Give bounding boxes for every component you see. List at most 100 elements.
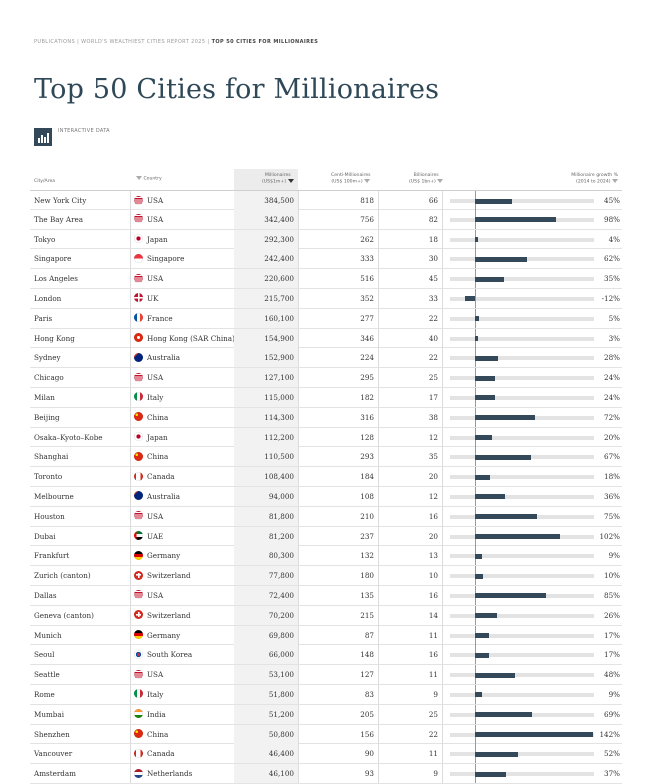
column-divider: [378, 191, 379, 210]
column-divider: [378, 407, 379, 427]
table-row[interactable]: Vancouver Canada 46,400 90 11 52%: [30, 744, 622, 765]
city-name: Houston: [34, 511, 65, 521]
column-divider: [298, 625, 299, 645]
column-divider: [298, 348, 299, 368]
country-name: China: [147, 412, 169, 422]
table-row[interactable]: Chicago USA 127,100 295 25 24%: [30, 368, 622, 388]
column-divider: [378, 585, 379, 605]
column-divider: [130, 546, 131, 566]
table-row[interactable]: New York City USA 384,500 818 66 45%: [30, 190, 622, 210]
growth-percent: 5%: [608, 313, 620, 323]
breadcrumb-publications[interactable]: PUBLICATIONS: [34, 39, 76, 45]
city-name: Zurich (canton): [34, 571, 91, 581]
growth-bar: [475, 415, 535, 421]
column-divider: [442, 209, 443, 229]
country-cell: Italy: [134, 388, 234, 407]
breadcrumb-current: TOP 50 CITIES FOR MILLIONAIRES: [211, 39, 319, 45]
table-row[interactable]: Rome Italy 51,800 83 9 9%: [30, 684, 622, 705]
city-name: Paris: [34, 313, 53, 323]
table-row[interactable]: Dallas USA 72,400 135 16 85%: [30, 585, 622, 606]
country-name: USA: [147, 214, 164, 224]
column-divider: [130, 625, 131, 645]
table-row[interactable]: Seattle USA 53,100 127 11 48%: [30, 665, 622, 685]
column-divider: [442, 665, 443, 685]
country-cell: France: [134, 309, 234, 328]
breadcrumb-report[interactable]: WORLD'S WEALTHIEST CITIES REPORT 2025: [81, 39, 206, 45]
column-divider: [130, 486, 131, 506]
growth-bar: [475, 751, 519, 757]
header-millionaires-unit: (US$1m+): [262, 179, 287, 185]
country-name: Italy: [147, 689, 164, 699]
table-row[interactable]: Houston USA 81,800 210 16 75%: [30, 506, 622, 527]
column-divider: [378, 625, 379, 645]
millionaires-value: 215,700: [234, 288, 298, 308]
header-city[interactable]: City/Area: [34, 179, 55, 185]
header-country[interactable]: Country: [136, 176, 162, 183]
billionaires-value: 22: [428, 313, 438, 323]
growth-bar-track: [450, 296, 594, 301]
growth-bar: [475, 336, 478, 342]
billionaires-value: 82: [428, 214, 438, 224]
column-divider: [442, 328, 443, 348]
table-row[interactable]: Milan Italy 115,000 182 17 24%: [30, 387, 622, 408]
growth-bar-track: [450, 574, 594, 579]
centi-millionaires-value: 128: [360, 432, 374, 442]
table-row[interactable]: Seoul South Korea 66,000 148 16 17%: [30, 645, 622, 666]
fr-flag-icon: [134, 313, 143, 323]
header-centi[interactable]: Centi-Millionaires (US$ 100m+): [331, 173, 371, 186]
table-row[interactable]: Paris France 160,100 277 22 5%: [30, 308, 622, 329]
table-row[interactable]: London UK 215,700 352 33 -12%: [30, 288, 622, 309]
column-divider: [442, 605, 443, 625]
table-row[interactable]: Beijing China 114,300 316 38 72%: [30, 407, 622, 428]
kr-flag-icon: [134, 649, 143, 659]
column-divider: [298, 209, 299, 229]
billionaires-value: 20: [428, 472, 438, 482]
table-row[interactable]: Amsterdam Netherlands 46,100 93 9 37%: [30, 764, 622, 784]
table-row[interactable]: Melbourne Australia 94,000 108 12 36%: [30, 486, 622, 507]
city-name: Melbourne: [34, 491, 74, 501]
table-row[interactable]: Frankfurt Germany 80,300 132 13 9%: [30, 546, 622, 567]
growth-percent: 75%: [604, 511, 620, 521]
table-row[interactable]: Shanghai China 110,500 293 35 67%: [30, 447, 622, 468]
centi-millionaires-value: 346: [360, 333, 374, 343]
billionaires-value: 38: [428, 412, 438, 422]
table-row[interactable]: Hong Kong Hong Kong (SAR China) 154,900 346…: [30, 328, 622, 349]
table-row[interactable]: Sydney Australia 152,900 224 22 28%: [30, 348, 622, 369]
header-millionaires[interactable]: Millionaires (US$1m+): [262, 173, 294, 186]
millionaires-value: 160,100: [234, 308, 298, 328]
table-row[interactable]: Munich Germany 69,800 87 11 17%: [30, 625, 622, 646]
growth-bar: [475, 771, 506, 777]
growth-percent: 3%: [608, 333, 620, 343]
table-row[interactable]: Toronto Canada 108,400 184 20 18%: [30, 467, 622, 487]
it-flag-icon: [134, 689, 143, 699]
millionaires-value: 53,100: [234, 665, 298, 685]
billionaires-value: 13: [428, 551, 438, 561]
column-divider: [378, 566, 379, 586]
growth-percent: -12%: [601, 293, 620, 303]
city-name: Vancouver: [34, 749, 73, 759]
table-row[interactable]: Singapore Singapore 242,400 333 30 62%: [30, 249, 622, 270]
table-row[interactable]: The Bay Area USA 342,400 756 82 98%: [30, 209, 622, 230]
table-row[interactable]: Los Angeles USA 220,600 516 45 35%: [30, 269, 622, 289]
table-row[interactable]: Geneva (canton) Switzerland 70,200 215 14 26%: [30, 605, 622, 626]
header-billionaires-unit: (US$ 1bn+): [409, 179, 436, 185]
header-growth-unit: (2014 to 2024): [576, 179, 611, 185]
header-growth[interactable]: Millionaire growth % (2014 to 2024): [571, 173, 618, 186]
header-billionaires[interactable]: Billionaires (US$ 1bn+): [409, 173, 444, 186]
table-row[interactable]: Mumbai India 51,200 205 25 69%: [30, 704, 622, 725]
column-divider: [378, 645, 379, 665]
header-centi-label: Centi-Millionaires: [331, 173, 371, 178]
billionaires-value: 35: [428, 452, 438, 462]
table-row[interactable]: Osaka–Kyoto–Kobe Japan 112,200 128 12 20%: [30, 427, 622, 448]
column-divider: [378, 486, 379, 506]
sort-desc-icon: [287, 179, 294, 183]
table-row[interactable]: Shenzhen China 50,800 156 22 142%: [30, 724, 622, 745]
country-cell: Japan: [134, 230, 234, 249]
column-divider: [298, 526, 299, 546]
table-row[interactable]: Tokyo Japan 292,300 262 18 4%: [30, 229, 622, 250]
table-row[interactable]: Zurich (canton) Switzerland 77,800 180 10 10%: [30, 566, 622, 586]
ch-flag-icon: [134, 570, 143, 580]
column-divider: [442, 191, 443, 210]
billionaires-value: 22: [428, 729, 438, 739]
table-row[interactable]: Dubai UAE 81,200 237 20 102%: [30, 526, 622, 547]
